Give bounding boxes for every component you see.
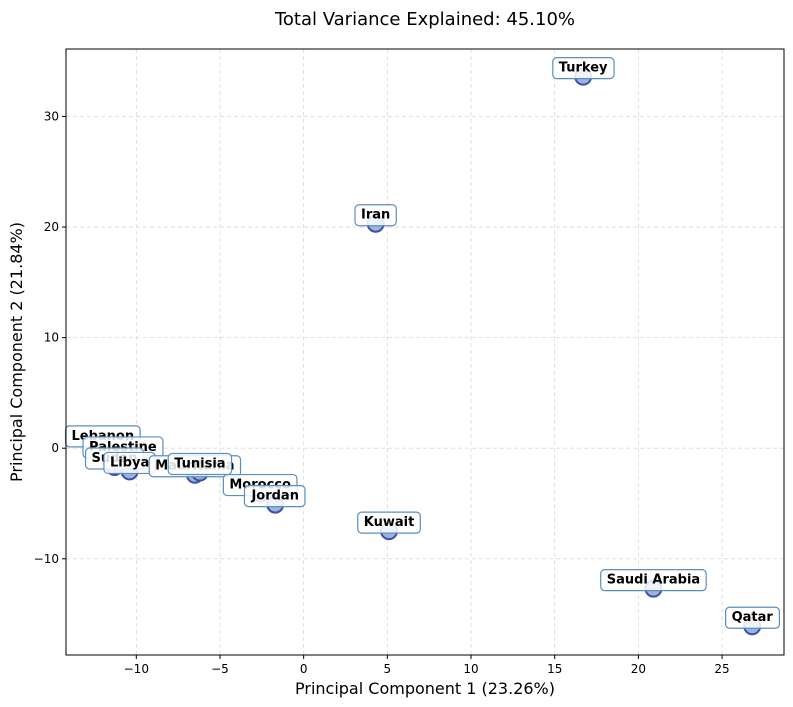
- point-label-text: Qatar: [732, 610, 774, 625]
- y-axis-label: Principal Component 2 (21.84%): [7, 222, 26, 482]
- point-label-text: Jordan: [250, 489, 299, 504]
- label-box: [243, 485, 306, 508]
- point-label: Kuwait: [357, 511, 421, 534]
- x-tick-label: 25: [714, 662, 729, 676]
- x-tick-label: −10: [124, 662, 149, 676]
- label-box: [357, 511, 421, 534]
- point-label-text: Turkey: [559, 61, 608, 76]
- x-axis-label: Principal Component 1 (23.26%): [295, 679, 555, 698]
- chart-title: Total Variance Explained: 45.10%: [274, 9, 575, 30]
- grid: [66, 49, 784, 655]
- y-tick-label: 30: [44, 109, 59, 123]
- point-label-text: Libya: [110, 455, 149, 470]
- data-points: [93, 67, 762, 636]
- point-label: Turkey: [552, 57, 615, 80]
- point-label: Libya: [103, 451, 156, 475]
- y-axis-ticks: −10 0 10 20 30: [34, 109, 66, 566]
- point-label: Tunisia: [167, 452, 233, 476]
- point-label-text: Saudi Arabia: [607, 573, 700, 588]
- x-tick-label: 10: [463, 662, 478, 676]
- x-axis-ticks: −10 −5 0 5 10 15 20 25: [124, 655, 730, 676]
- x-tick-label: 20: [631, 662, 646, 676]
- point-label: Jordan: [243, 485, 306, 508]
- point-label-text: Tunisia: [174, 457, 225, 472]
- point-label: Qatar: [724, 606, 780, 629]
- label-box: [724, 606, 780, 629]
- point-label-text: Kuwait: [364, 515, 415, 530]
- label-box: [167, 452, 233, 476]
- x-tick-label: 5: [384, 662, 392, 676]
- y-tick-label: −10: [34, 552, 59, 566]
- label-box: [552, 57, 615, 80]
- y-tick-label: 20: [44, 220, 59, 234]
- y-tick-label: 0: [51, 441, 59, 455]
- label-box: [354, 204, 397, 227]
- point-label: Iran: [354, 204, 397, 227]
- point-label-text: Iran: [361, 208, 390, 223]
- x-tick-label: −5: [211, 662, 229, 676]
- point-label: Saudi Arabia: [600, 569, 707, 592]
- point-labels: TurkeyIranLebanonPalestineSudanLibyaMaur…: [64, 57, 780, 629]
- plot-frame: [65, 48, 785, 656]
- label-box: [600, 569, 707, 592]
- x-tick-label: 0: [300, 662, 308, 676]
- y-tick-label: 10: [44, 331, 59, 345]
- x-tick-label: 15: [547, 662, 562, 676]
